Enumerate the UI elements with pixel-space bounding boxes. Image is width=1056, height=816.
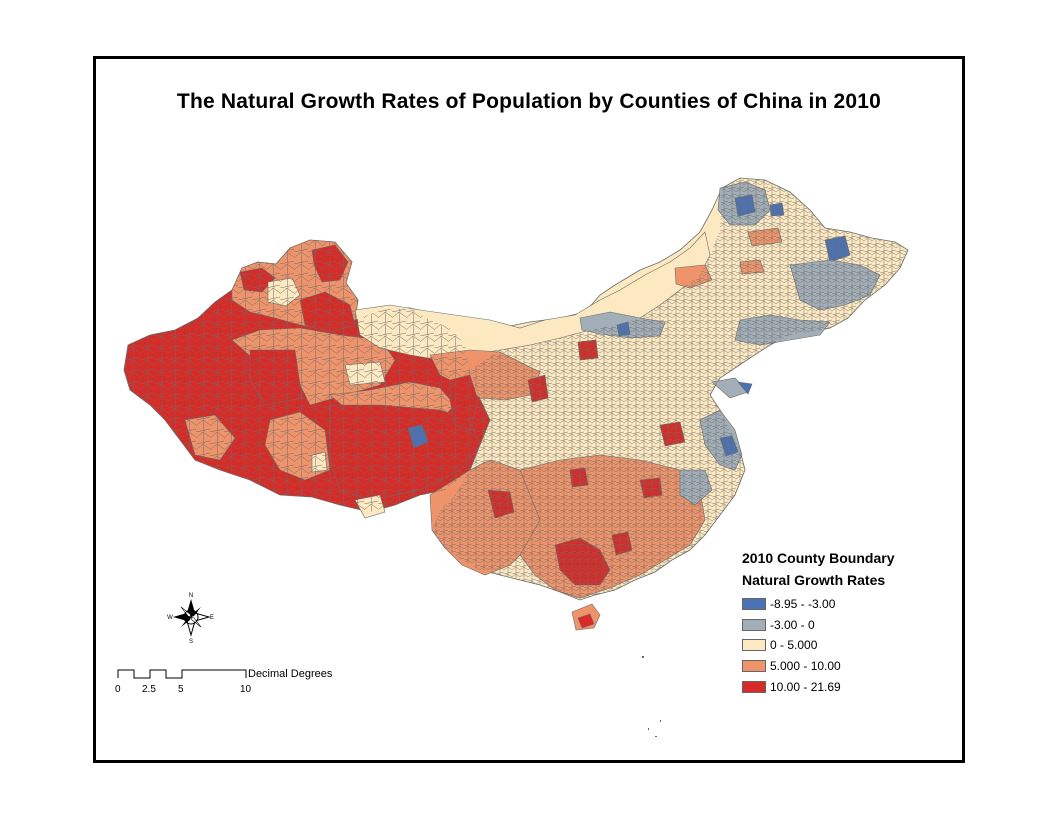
county-boundaries: [124, 178, 908, 600]
legend-label: 0 - 5.000: [770, 638, 818, 653]
legend: 2010 County Boundary Natural Growth Rate…: [742, 550, 894, 697]
scale-bar: [117, 669, 247, 679]
legend-item: 10.00 - 21.69: [742, 676, 894, 697]
legend-swatch: [742, 680, 766, 693]
south-letter: S: [189, 639, 193, 645]
legend-label: 10.00 - 21.69: [770, 679, 841, 694]
legend-swatch: [742, 660, 766, 673]
legend-label: 5.000 - 10.00: [770, 659, 841, 674]
legend-item: -8.95 - -3.00: [742, 594, 894, 615]
north-arrow-icon: N S E W: [167, 593, 214, 645]
legend-swatch: [742, 639, 766, 652]
scale-tick-label: 5: [178, 684, 184, 695]
scale-unit-label: Decimal Degrees: [248, 668, 333, 680]
south-sea-islands: [642, 656, 661, 737]
scale-tick-label: 10: [240, 684, 252, 695]
north-letter: N: [189, 593, 193, 599]
legend-field-title: Natural Growth Rates: [742, 572, 886, 588]
map-title: The Natural Growth Rates of Population b…: [176, 90, 882, 113]
east-letter: E: [210, 615, 214, 621]
west-letter: W: [167, 615, 173, 621]
legend-item: 0 - 5.000: [742, 635, 894, 656]
legend-swatch: [742, 598, 766, 611]
scale-tick-label: 2.5: [142, 684, 156, 695]
legend-layer-title: 2010 County Boundary: [742, 550, 895, 566]
legend-item: 5.000 - 10.00: [742, 656, 894, 677]
legend-label: -3.00 - 0: [770, 617, 815, 632]
legend-swatch: [742, 618, 766, 631]
legend-label: -8.95 - -3.00: [770, 597, 836, 612]
legend-item: -3.00 - 0: [742, 615, 894, 636]
scale-tick-label: 0: [115, 684, 121, 695]
